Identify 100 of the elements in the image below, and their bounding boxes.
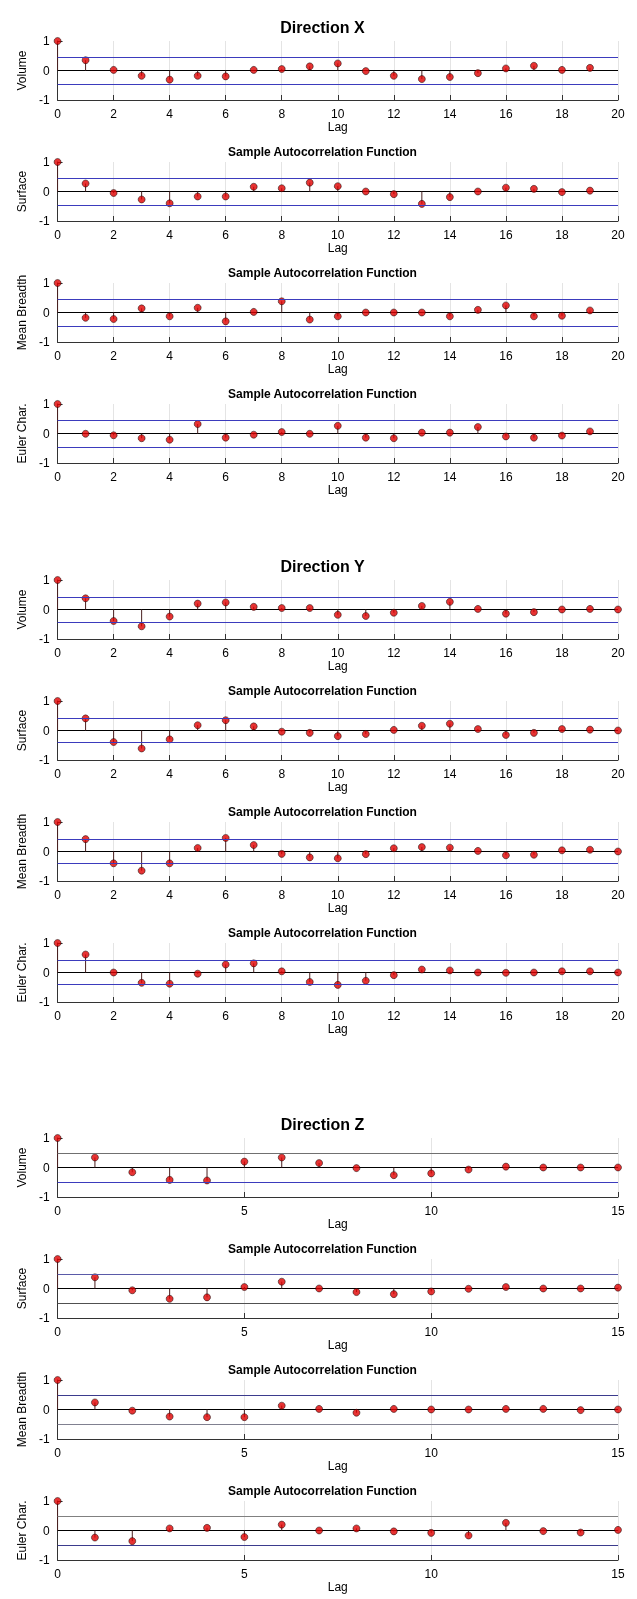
chart-title: Sample Autocorrelation Function — [228, 145, 417, 159]
chart-title: Sample Autocorrelation Function — [228, 684, 417, 698]
point — [81, 950, 90, 959]
point — [352, 1408, 361, 1417]
point — [502, 183, 510, 192]
point — [81, 314, 90, 322]
y-tick-label: -1 — [38, 632, 50, 646]
y-tick-label: 0 — [42, 844, 50, 859]
y-tick-label: -1 — [38, 1553, 50, 1567]
x-tick-label: 20 — [611, 1009, 625, 1023]
point — [128, 1537, 137, 1545]
chart-title: Sample Autocorrelation Function — [228, 1363, 417, 1377]
x-tick-label: 14 — [443, 470, 457, 484]
x-tick-label: 2 — [110, 228, 118, 242]
x-tick-label: 5 — [241, 1325, 249, 1339]
x-tick-label: 2 — [110, 767, 118, 781]
x-tick-label: 20 — [611, 349, 625, 363]
point — [277, 65, 286, 73]
point — [109, 431, 118, 440]
y-tick-label: 0 — [42, 1523, 50, 1538]
x-tick-label: 10 — [331, 470, 345, 484]
y-tick-label: 0 — [42, 1402, 50, 1417]
point — [277, 967, 286, 976]
point — [249, 66, 258, 74]
y-tick-label: 1 — [42, 276, 50, 290]
point — [427, 1169, 435, 1178]
point — [193, 72, 202, 80]
point — [165, 1295, 174, 1303]
x-tick-label: 8 — [278, 107, 286, 121]
point — [390, 434, 398, 443]
y-tick-label: 0 — [42, 305, 50, 320]
point — [137, 72, 146, 80]
y-tick-label: -1 — [38, 1190, 50, 1204]
point — [249, 430, 258, 439]
point — [221, 433, 230, 442]
x-tick-label: 14 — [443, 107, 457, 121]
y-tick-label: -1 — [38, 874, 50, 888]
y-tick-label: 1 — [42, 1252, 50, 1266]
point — [614, 1283, 622, 1292]
point — [81, 56, 90, 64]
x-tick-label: 4 — [166, 646, 174, 660]
x-tick-label: 16 — [499, 767, 513, 781]
x-tick-label: 0 — [54, 107, 62, 121]
x-tick-label: 10 — [331, 646, 345, 660]
x-tick-label: 10 — [331, 228, 345, 242]
y-tick-label: 0 — [42, 1281, 50, 1296]
x-tick-label: 6 — [222, 107, 230, 121]
x-tick-label: 16 — [499, 888, 513, 902]
chart-title: Sample Autocorrelation Function — [228, 1242, 417, 1256]
point — [165, 435, 174, 444]
y-tick-label: 0 — [42, 184, 50, 199]
y-tick-label: 0 — [42, 602, 50, 617]
point — [427, 1287, 435, 1296]
point — [333, 59, 342, 68]
x-tick-label: 0 — [54, 646, 62, 660]
x-tick-label: 0 — [54, 888, 62, 902]
point — [81, 430, 90, 438]
x-axis-title: Lag — [327, 1579, 348, 1594]
x-tick-label: 18 — [555, 646, 569, 660]
point — [91, 1153, 99, 1162]
x-tick-label: 18 — [555, 228, 569, 242]
point — [193, 420, 202, 428]
point — [128, 1168, 137, 1177]
y-axis-title: Euler Char. — [15, 403, 29, 464]
y-axis-title: Volume — [15, 1147, 29, 1188]
x-tick-label: 14 — [443, 646, 457, 660]
point — [333, 182, 342, 190]
point — [249, 722, 258, 731]
point — [137, 744, 146, 753]
x-tick-label: 12 — [387, 888, 401, 902]
point — [165, 75, 174, 84]
y-tick-label: 1 — [42, 1494, 50, 1508]
point — [128, 1286, 137, 1295]
y-tick-label: 0 — [42, 1160, 50, 1175]
y-tick-label: 1 — [42, 573, 50, 587]
x-tick-label: 8 — [278, 349, 286, 363]
x-tick-label: 18 — [555, 767, 569, 781]
x-tick-label: 20 — [611, 228, 625, 242]
point — [193, 303, 202, 312]
x-tick-label: 12 — [387, 646, 401, 660]
y-tick-label: -1 — [38, 753, 50, 767]
point — [277, 184, 286, 193]
y-tick-label: 1 — [42, 397, 50, 411]
point — [165, 1412, 174, 1421]
point — [249, 603, 258, 611]
point — [193, 192, 202, 201]
point — [539, 1527, 548, 1535]
point — [305, 853, 314, 862]
y-tick-label: -1 — [38, 1432, 50, 1446]
point — [614, 1163, 622, 1172]
point — [305, 729, 314, 737]
y-tick-label: -1 — [38, 1311, 50, 1325]
y-axis-title: Surface — [15, 170, 29, 213]
point — [137, 195, 146, 204]
chart-title: Sample Autocorrelation Function — [228, 387, 417, 401]
x-tick-label: 20 — [611, 470, 625, 484]
x-axis-title: Lag — [327, 779, 348, 794]
point — [418, 965, 426, 974]
y-tick-label: -1 — [38, 93, 50, 107]
x-tick-label: 18 — [555, 1009, 569, 1023]
